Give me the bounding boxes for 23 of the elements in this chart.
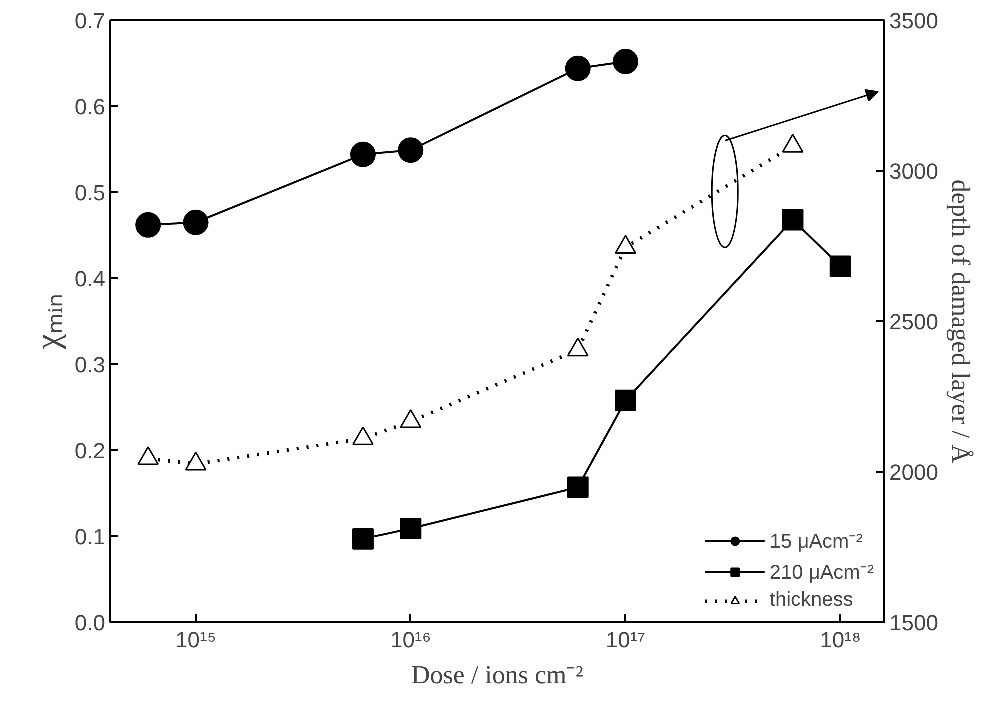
legend-label: thickness bbox=[770, 589, 854, 612]
y2-tick-label: 3000 bbox=[890, 159, 938, 184]
x-tick-label: 10¹⁸ bbox=[820, 628, 862, 652]
legend-label: 210 μAcm⁻² bbox=[770, 561, 874, 585]
y2-tick-label: 2500 bbox=[890, 310, 938, 334]
y-tick-label: 0.2 bbox=[74, 438, 106, 464]
y-tick-label: 0.5 bbox=[74, 180, 106, 206]
x-axis-title: Dose / ions cm⁻² bbox=[411, 660, 584, 690]
y-tick-label: 0.1 bbox=[74, 524, 106, 550]
y-tick-label: 0.4 bbox=[74, 266, 106, 292]
y-tick-label: 0.3 bbox=[74, 352, 106, 378]
y-tick-label: 0.0 bbox=[74, 610, 106, 636]
y2-axis-title: depth of damaged layer / Å bbox=[946, 180, 976, 464]
y-tick-label: 0.7 bbox=[74, 8, 106, 34]
x-tick-label: 10¹⁷ bbox=[606, 628, 646, 652]
y2-tick-label: 1500 bbox=[890, 610, 938, 636]
x-tick-label: 10¹⁵ bbox=[176, 628, 216, 652]
y-tick-label: 0.6 bbox=[74, 94, 106, 120]
y-axis-title: χₘᵢₙ bbox=[30, 294, 67, 350]
y2-tick-label: 2000 bbox=[890, 460, 938, 485]
x-tick-label: 10¹⁶ bbox=[390, 628, 432, 652]
y2-tick-label: 3500 bbox=[890, 8, 938, 34]
legend-label: 15 μAcm⁻² bbox=[770, 530, 863, 554]
